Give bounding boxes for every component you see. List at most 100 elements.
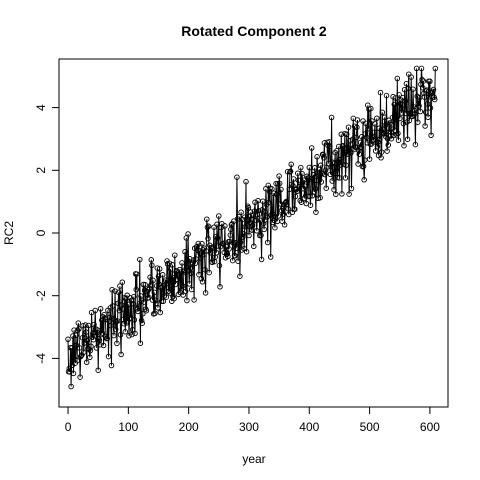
data-point: [258, 232, 264, 239]
data-point: [272, 214, 279, 220]
data-point: [276, 173, 282, 179]
data-point: [216, 213, 222, 219]
data-point: [224, 250, 231, 257]
data-point: [406, 117, 413, 124]
data-point: [73, 332, 79, 339]
data-point: [338, 131, 345, 138]
data-point: [237, 273, 243, 279]
data-point: [108, 362, 115, 369]
data-point: [180, 292, 186, 298]
data-point: [106, 318, 112, 324]
data-point: [363, 120, 369, 127]
data-point: [100, 342, 107, 349]
data-point: [230, 240, 237, 246]
data-point: [286, 186, 293, 193]
data-point: [83, 359, 90, 366]
data-point: [377, 136, 383, 142]
data-point: [136, 301, 142, 307]
data-point: [254, 228, 260, 234]
data-point: [331, 186, 337, 193]
data-point: [184, 297, 190, 304]
data-point: [346, 191, 352, 197]
data-point: [410, 86, 416, 92]
data-point: [140, 311, 146, 317]
data-point: [197, 255, 204, 261]
data-point: [312, 186, 319, 192]
data-point: [172, 281, 179, 288]
data-point: [317, 162, 324, 169]
data-point: [311, 189, 317, 195]
data-point: [415, 97, 422, 104]
data-point: [155, 305, 161, 311]
data-point: [298, 199, 305, 205]
data-point: [384, 135, 391, 142]
data-point: [167, 290, 173, 296]
data-point: [337, 157, 343, 163]
data-point: [80, 349, 87, 355]
data-point: [316, 172, 322, 178]
data-point: [379, 109, 386, 116]
data-point: [92, 307, 98, 314]
data-point: [387, 120, 393, 126]
data-point: [348, 185, 355, 192]
data-point: [321, 154, 327, 161]
data-point: [306, 164, 313, 171]
data-point: [285, 206, 291, 212]
data-point: [134, 306, 141, 312]
data-point: [378, 149, 385, 155]
data-point: [159, 272, 166, 278]
data-point: [272, 224, 278, 231]
x-tick-label: 200: [179, 420, 199, 434]
data-point: [147, 274, 153, 281]
y-tick-label: -4: [34, 353, 48, 364]
data-point: [229, 257, 236, 264]
data-point: [401, 86, 408, 93]
data-point: [358, 144, 364, 151]
data-point: [110, 316, 117, 322]
data-point: [198, 275, 205, 282]
data-point: [377, 89, 384, 96]
data-point: [356, 151, 363, 157]
data-point: [169, 262, 176, 268]
data-point: [328, 114, 335, 121]
data-point: [422, 109, 429, 115]
data-point: [135, 308, 141, 315]
data-point: [271, 217, 278, 224]
x-tick-label: 500: [360, 420, 380, 434]
data-point: [240, 234, 246, 240]
data-point: [290, 183, 296, 189]
data-point: [199, 240, 205, 247]
data-point: [108, 322, 114, 329]
data-point: [386, 129, 393, 135]
data-point: [345, 124, 352, 130]
data-point: [425, 114, 431, 121]
data-point: [138, 317, 145, 324]
data-point: [71, 327, 77, 333]
data-point: [279, 218, 285, 224]
data-point: [94, 327, 101, 333]
data-point: [65, 336, 71, 343]
data-point: [237, 239, 244, 246]
data-point: [172, 252, 178, 258]
data-point: [220, 240, 226, 247]
data-point: [213, 250, 220, 256]
data-point: [276, 180, 283, 187]
data-point: [194, 243, 200, 250]
x-tick-label: 0: [65, 420, 72, 434]
data-point: [207, 250, 214, 256]
data-point: [211, 224, 217, 230]
data-point: [109, 286, 115, 293]
data-point: [82, 322, 89, 328]
data-point: [232, 253, 238, 259]
data-point: [371, 129, 378, 135]
data-point: [131, 317, 138, 323]
data-point: [191, 297, 197, 303]
data-point: [278, 186, 284, 193]
data-point: [355, 161, 361, 167]
data-point: [151, 289, 158, 296]
data-point: [227, 232, 234, 238]
data-point: [147, 282, 154, 289]
data-point: [202, 290, 209, 296]
data-point: [381, 131, 387, 137]
